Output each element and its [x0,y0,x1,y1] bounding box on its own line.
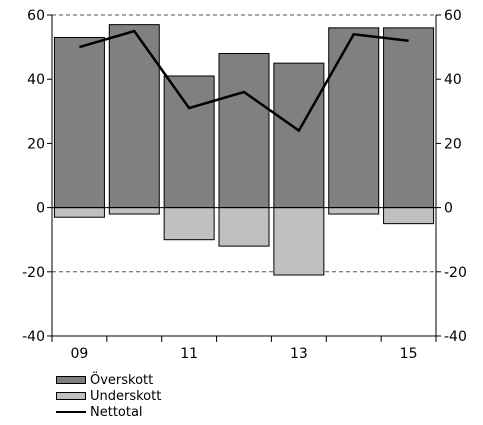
y-tick-label-left-20: 20 [27,136,45,152]
bar-underskott-14 [328,207,380,215]
y-tick-label-left-60: 60 [27,8,45,24]
y-tick-label-left--40: -40 [22,329,45,345]
y-tick-label-right-20: 20 [444,136,462,152]
bar-underskott-12 [218,207,270,247]
bars [53,24,435,276]
y-tick-label-right-0: 0 [444,201,453,217]
legend-swatch-overskott [56,376,86,384]
x-tick-label-15: 15 [400,346,418,362]
legend-item-overskott: Överskott [56,372,161,388]
bar-overskott-10 [108,24,160,209]
bar-overskott-12 [218,53,270,209]
legend-label-underskott: Underskott [90,388,162,404]
y-tick-label-right--20: -20 [444,265,467,281]
bar-underskott-13 [273,207,325,276]
legend-label-overskott: Överskott [90,372,154,388]
bar-underskott-10 [108,207,160,215]
y-tick-label-left-40: 40 [27,72,45,88]
bar-overskott-15 [383,27,435,209]
y-tick-label-left-0: 0 [36,201,45,217]
legend-swatch-underskott [56,392,86,400]
y-tick-label-right--40: -40 [444,329,467,345]
tick-labels: -40 -40 -20 -20 0 0 20 20 40 40 60 60 09 11 13 15 [22,8,467,362]
y-tick-label-right-40: 40 [444,72,462,88]
x-tick-label-11: 11 [180,346,198,362]
bar-underskott-15 [383,207,435,225]
legend: Överskott Underskott Nettotal [56,372,161,420]
bar-underskott-09 [53,207,105,218]
y-tick-label-left--20: -20 [22,265,45,281]
bar-overskott-14 [328,27,380,209]
axes [47,14,441,342]
legend-swatch-nettotal [56,411,86,413]
bar-overskott-09 [53,36,105,209]
bar-overskott-11 [163,75,215,209]
legend-label-nettotal: Nettotal [90,404,143,420]
nettotal-line [79,29,409,133]
y-tick-label-right-60: 60 [444,8,462,24]
bar-underskott-11 [163,207,215,241]
chart: -40 -40 -20 -20 0 0 20 20 40 40 60 60 09 11 13 15 [22,8,467,362]
legend-item-nettotal: Nettotal [56,404,161,420]
legend-item-underskott: Underskott [56,388,161,404]
x-tick-label-09: 09 [71,346,89,362]
gridlines [52,14,436,273]
bar-overskott-13 [273,62,325,209]
nettotal-line-group [79,29,409,133]
x-tick-label-13: 13 [290,346,308,362]
